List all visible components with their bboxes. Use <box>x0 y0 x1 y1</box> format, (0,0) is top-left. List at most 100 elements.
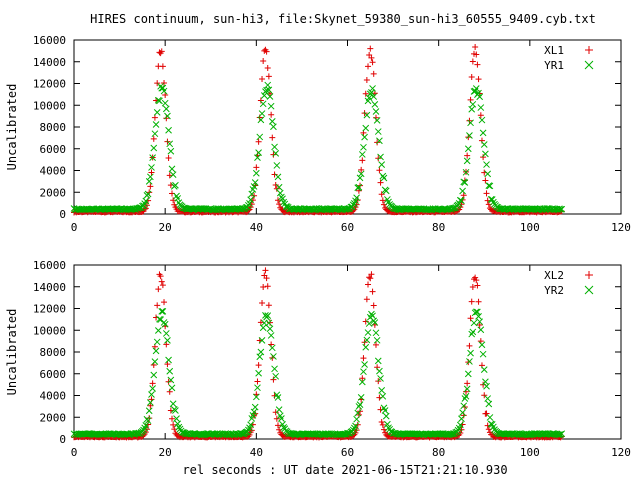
data-point <box>263 48 270 55</box>
data-point <box>375 155 382 162</box>
plot-frame <box>73 264 622 440</box>
data-point <box>368 271 375 278</box>
y-tick-label: 10000 <box>33 99 66 112</box>
data-point <box>273 162 281 169</box>
data-point <box>148 169 155 176</box>
data-point <box>475 89 482 97</box>
data-point <box>373 336 381 344</box>
data-point <box>274 394 282 401</box>
data-point <box>257 116 265 124</box>
data-point <box>466 132 473 139</box>
x-tick-label: 100 <box>520 446 540 459</box>
data-point <box>140 426 147 434</box>
x-tick-label: 60 <box>341 221 354 234</box>
data-point <box>265 319 273 327</box>
data-point <box>363 111 371 119</box>
data-point <box>275 183 283 191</box>
x-tick-label: 40 <box>250 221 263 234</box>
data-point <box>463 157 471 165</box>
data-point <box>379 421 386 428</box>
y-tick-label: 16000 <box>33 34 66 47</box>
data-point <box>272 150 280 157</box>
data-point <box>165 126 172 134</box>
data-point <box>264 312 272 319</box>
data-point <box>151 114 158 121</box>
data-point <box>464 152 471 159</box>
data-point <box>162 105 170 113</box>
data-point <box>247 196 254 204</box>
y-tick-label: 8000 <box>40 121 67 134</box>
data-point <box>157 273 164 280</box>
data-point <box>155 286 162 293</box>
chart-title: HIRES continuum, sun-hi3, file:Skynet_59… <box>90 12 596 26</box>
data-point <box>378 387 386 394</box>
data-point <box>154 327 162 334</box>
data-point <box>379 197 386 204</box>
legend-label: XL2 <box>544 269 564 282</box>
data-point <box>251 179 259 186</box>
data-point <box>368 54 375 61</box>
data-point <box>468 330 476 338</box>
data-point <box>475 76 482 83</box>
data-point <box>354 421 361 428</box>
data-point <box>476 322 483 329</box>
data-point <box>276 189 284 197</box>
data-point <box>363 296 370 303</box>
data-point <box>367 45 374 52</box>
data-point <box>363 76 370 83</box>
data-point <box>376 167 383 174</box>
data-point <box>270 123 277 131</box>
data-point <box>367 275 374 282</box>
data-point <box>271 171 278 178</box>
legend-marker <box>585 271 593 279</box>
data-point <box>150 135 157 142</box>
data-point <box>140 202 147 209</box>
data-point <box>359 157 366 164</box>
y-tick-label: 6000 <box>40 143 67 156</box>
plot-panel-bottom: Uncalibrated 0 2000 4000 6000 8000 10000 12000 1… <box>5 259 631 459</box>
data-point <box>370 93 378 100</box>
data-point <box>479 129 487 137</box>
data-point <box>165 356 172 364</box>
x-tick-label: 60 <box>341 446 354 459</box>
data-point <box>159 63 166 70</box>
data-point <box>372 341 379 348</box>
data-point <box>353 415 360 423</box>
data-point <box>265 86 273 94</box>
data-point <box>149 385 156 392</box>
x-tick-label: 20 <box>159 221 172 234</box>
data-point <box>271 365 278 373</box>
data-point <box>144 417 152 425</box>
data-point <box>258 110 266 117</box>
data-point <box>377 179 384 186</box>
data-point <box>480 141 488 148</box>
data-point <box>266 325 274 333</box>
data-point <box>369 288 376 295</box>
data-point <box>153 108 161 116</box>
data-point <box>374 139 381 146</box>
data-point <box>158 308 166 315</box>
data-point <box>164 112 171 120</box>
data-point <box>483 190 490 197</box>
y-tick-label: 10000 <box>33 324 66 337</box>
data-point <box>172 407 179 414</box>
data-point <box>170 421 177 428</box>
data-point <box>254 384 261 392</box>
data-point <box>156 97 163 105</box>
data-point <box>382 412 390 420</box>
data-point <box>477 112 484 119</box>
y-tick-label: 12000 <box>33 78 66 91</box>
data-point <box>272 409 279 416</box>
data-point <box>160 87 168 95</box>
data-point <box>475 298 482 305</box>
data-point <box>370 70 377 77</box>
data-point <box>377 375 384 382</box>
data-point <box>377 153 384 161</box>
data-point <box>355 183 363 191</box>
data-point <box>475 313 482 320</box>
data-point <box>461 395 469 402</box>
data-point <box>355 403 363 410</box>
data-point <box>474 282 481 289</box>
data-point <box>158 278 165 285</box>
x-tick-label: 100 <box>520 221 540 234</box>
